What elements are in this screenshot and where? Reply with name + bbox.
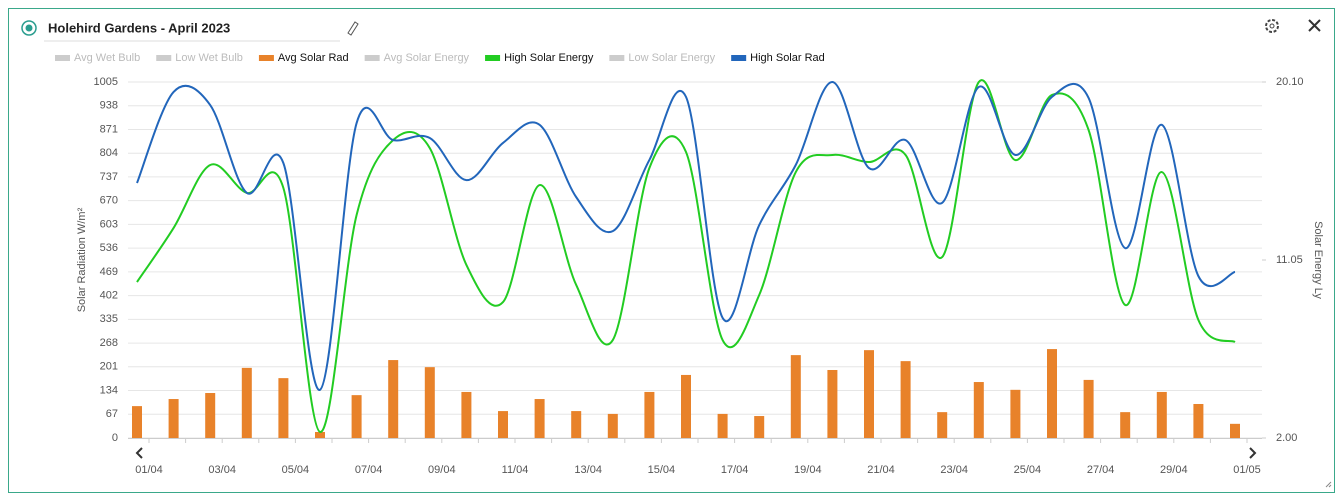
bar (717, 413, 728, 438)
settings-icon-core (1269, 23, 1275, 29)
legend-swatch[interactable] (55, 55, 70, 61)
bar (132, 406, 142, 438)
x-tick-label: 09/04 (428, 464, 456, 476)
legend-label[interactable]: Low Wet Bulb (175, 52, 243, 64)
x-tick-label: 17/04 (721, 464, 749, 476)
close-icon[interactable] (1308, 19, 1321, 32)
edit-icon[interactable] (347, 21, 359, 36)
radio-dot (25, 24, 33, 32)
x-tick-label: 15/04 (648, 464, 676, 476)
y2-tick-label: 20.10 (1276, 76, 1304, 88)
y-tick-label: 67 (106, 408, 118, 420)
bar (168, 399, 179, 438)
scroll-left[interactable] (135, 447, 143, 459)
line (136, 80, 1236, 391)
legend-label[interactable]: High Solar Rad (750, 52, 825, 64)
bar (644, 391, 655, 438)
scroll-right[interactable] (1249, 447, 1257, 459)
x-tick-label: 27/04 (1087, 464, 1115, 476)
bar (424, 367, 435, 438)
x-tick-label: 11/04 (502, 464, 529, 476)
x-tick-label: 21/04 (867, 464, 895, 476)
x-tick-label: 05/04 (282, 464, 310, 476)
x-tick-label: 25/04 (1014, 464, 1042, 476)
y-tick-label: 0 (112, 432, 118, 444)
y-tick-label: 737 (100, 171, 118, 183)
bar (973, 382, 984, 438)
bar (351, 395, 362, 438)
widget-title: Holehird Gardens - April 2023 (48, 20, 230, 35)
y-tick-label: 268 (100, 337, 118, 349)
bar (461, 391, 472, 438)
y2-tick-label: 2.00 (1276, 432, 1297, 444)
legend-label[interactable]: High Solar Energy (504, 52, 594, 64)
bar (498, 411, 508, 438)
x-tick-label: 01/05 (1233, 464, 1261, 476)
bar (607, 413, 618, 438)
bar (315, 431, 325, 438)
bar (1120, 412, 1131, 438)
radio[interactable] (21, 20, 37, 36)
legend-label[interactable]: Avg Wet Bulb (74, 52, 140, 64)
frame (8, 8, 1335, 493)
bar (388, 360, 399, 438)
y-axis-label: Solar Radiation W/m² (76, 207, 88, 312)
y-tick-label: 469 (100, 266, 118, 278)
bar (681, 374, 691, 438)
legend-label[interactable]: Avg Solar Rad (278, 52, 349, 64)
bar (205, 393, 216, 438)
y-tick-label: 201 (100, 361, 118, 373)
legend-swatch[interactable] (485, 55, 501, 61)
bar (571, 411, 582, 438)
legend-label[interactable]: Avg Solar Energy (384, 52, 470, 64)
x-tick-label: 19/04 (794, 464, 822, 476)
bar (864, 350, 874, 438)
legend-swatch[interactable] (364, 55, 380, 61)
bar (937, 412, 948, 438)
x-tick-label: 13/04 (574, 464, 602, 476)
y2-axis-label: Solar Energy Ly (1312, 221, 1324, 299)
legend-swatch[interactable] (258, 55, 274, 61)
settings-icon[interactable] (1265, 19, 1279, 33)
bar (1010, 389, 1021, 438)
bar (241, 367, 252, 438)
legend-swatch[interactable] (731, 55, 747, 61)
y-tick-label: 603 (100, 218, 118, 230)
bar (900, 361, 911, 438)
bar (754, 416, 765, 438)
resize-handle (1325, 481, 1332, 488)
y-tick-label: 536 (100, 242, 118, 254)
y-tick-label: 938 (100, 100, 118, 112)
y-tick-label: 871 (100, 123, 118, 135)
y-tick-label: 134 (100, 384, 118, 396)
x-tick-label: 29/04 (1160, 464, 1188, 476)
bar (278, 378, 289, 438)
y-tick-label: 1005 (94, 76, 118, 88)
bar (1156, 391, 1167, 438)
legend-label[interactable]: Low Solar Energy (628, 52, 715, 64)
x-tick-label: 07/04 (355, 464, 383, 476)
x-tick-label: 03/04 (208, 464, 236, 476)
y-tick-label: 804 (100, 147, 118, 159)
bar (1230, 423, 1240, 438)
bar (790, 355, 801, 438)
x-tick-label: 01/04 (135, 464, 163, 476)
y2-tick-label: 11.05 (1276, 254, 1303, 266)
y-tick-label: 335 (100, 313, 118, 325)
bar (827, 369, 838, 438)
bar (1047, 349, 1057, 438)
y-tick-label: 670 (100, 195, 118, 207)
bar (1193, 403, 1204, 438)
x-tick-label: 23/04 (940, 464, 968, 476)
bar (534, 399, 545, 438)
legend-swatch[interactable] (156, 55, 172, 61)
bar (1083, 379, 1094, 438)
legend-swatch[interactable] (609, 55, 625, 61)
y-tick-label: 402 (100, 290, 118, 302)
